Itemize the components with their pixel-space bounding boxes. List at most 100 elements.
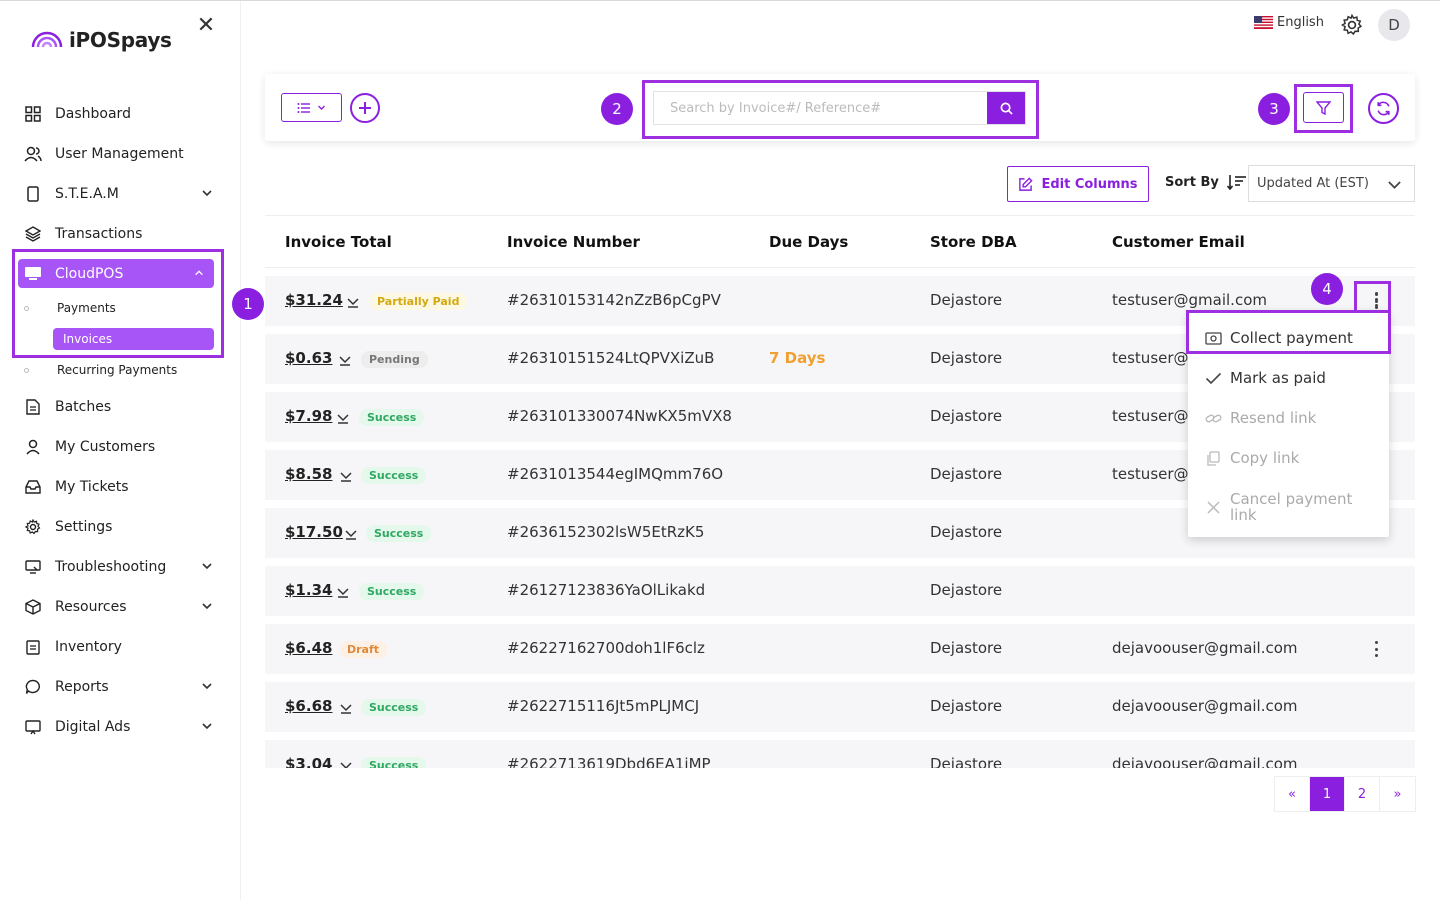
invoice-total-link[interactable]: $1.34 (285, 581, 333, 599)
column-header-invoice-total[interactable]: Invoice Total (285, 233, 392, 251)
sidebar-item-cloudpos[interactable]: CloudPOS (18, 259, 214, 288)
menu-item-collect-payment[interactable]: Collect payment (1188, 327, 1389, 349)
table-row[interactable]: $6.48 Draft #26227162700doh1lF6clz Dejas… (265, 624, 1415, 674)
chevron-down-icon[interactable] (337, 586, 349, 598)
search-input[interactable] (654, 92, 988, 124)
users-icon (24, 145, 42, 163)
chevron-down-icon[interactable] (345, 528, 357, 540)
invoice-total-link[interactable]: $6.48 (285, 639, 333, 657)
logo[interactable]: iPOSpays (31, 28, 172, 52)
sort-select[interactable]: Updated At (EST) (1248, 165, 1415, 202)
row-actions-icon[interactable] (1369, 639, 1383, 659)
column-header-customer-email[interactable]: Customer Email (1112, 233, 1245, 251)
chevron-down-icon (202, 683, 212, 690)
sidebar-item-steam[interactable]: S.T.E.A.M (24, 182, 219, 206)
invoice-total-link[interactable]: $0.63 (285, 349, 333, 367)
status-badge: Partially Paid (369, 293, 468, 310)
invoice-number: #2636152302lsW5EtRzK5 (507, 523, 705, 541)
sidebar-item-label: Inventory (55, 639, 122, 655)
bullet-icon (24, 367, 29, 373)
refresh-button[interactable] (1368, 93, 1399, 124)
chevron-down-icon[interactable] (340, 470, 352, 482)
sidebar-item-my-tickets[interactable]: My Tickets (24, 475, 219, 499)
plus-icon (359, 102, 371, 114)
filter-icon (1316, 100, 1331, 115)
filter-button[interactable] (1303, 92, 1344, 123)
menu-item-label: Copy link (1230, 449, 1300, 467)
store-dba: Dejastore (930, 523, 1003, 541)
language-selector[interactable]: English (1254, 15, 1324, 30)
menu-item-mark-as-paid[interactable]: Mark as paid (1188, 367, 1389, 389)
invoice-total-link[interactable]: $31.24 (285, 291, 343, 309)
sidebar-item-settings[interactable]: Settings (24, 515, 219, 539)
invoice-total-link[interactable]: $3.04 (285, 755, 333, 768)
column-header-store-dba[interactable]: Store DBA (930, 233, 1017, 251)
user-icon (24, 438, 42, 456)
chevron-down-icon[interactable] (340, 760, 352, 768)
pagination-page-1[interactable]: 1 (1310, 777, 1345, 811)
sidebar-subitem-invoices[interactable]: Invoices (53, 328, 214, 350)
table-row[interactable]: $1.34 Success #26127123836YaOlLikakd Dej… (265, 566, 1415, 616)
sidebar-item-digital-ads[interactable]: Digital Ads (24, 715, 219, 739)
sidebar-subitem-payments[interactable]: Payments (24, 298, 116, 318)
customer-email: dejavoouser@gmail.com (1112, 755, 1298, 768)
invoice-number: #26310153142nZzB6pCgPV (507, 291, 721, 309)
chevron-down-icon[interactable] (340, 702, 352, 714)
column-header-due-days[interactable]: Due Days (769, 233, 849, 251)
settings-gear-icon[interactable] (1341, 14, 1363, 36)
pagination-page-2[interactable]: 2 (1345, 777, 1380, 811)
edit-icon (1019, 176, 1034, 191)
annotation-marker-4: 4 (1311, 273, 1343, 305)
sidebar-item-label: Dashboard (55, 106, 131, 122)
chevron-down-icon (202, 723, 212, 730)
column-header-invoice-number[interactable]: Invoice Number (507, 233, 640, 251)
pagination-prev[interactable]: « (1275, 777, 1310, 811)
annotation-marker-2: 2 (601, 93, 633, 125)
chevron-down-icon[interactable] (337, 412, 349, 424)
status-badge: Draft (339, 641, 388, 658)
sidebar-item-reports[interactable]: Reports (24, 675, 219, 699)
table-row[interactable]: $6.68 Success #2622715116Jt5mPLJMCJ Deja… (265, 682, 1415, 732)
logo-text: iPOSpays (69, 28, 172, 52)
sidebar-subitem-recurring-payments[interactable]: Recurring Payments (24, 360, 177, 380)
invoice-total-link[interactable]: $7.98 (285, 407, 333, 425)
table-body: $31.24 Partially Paid #26310153142nZzB6p… (265, 276, 1415, 768)
sidebar-item-resources[interactable]: Resources (24, 595, 219, 619)
sidebar-item-transactions[interactable]: Transactions (24, 222, 219, 246)
search-button[interactable] (987, 92, 1025, 124)
sidebar-item-label: Reports (55, 679, 109, 695)
chevron-up-icon (195, 270, 203, 276)
chevron-down-icon[interactable] (347, 296, 359, 308)
table-row[interactable]: $3.04 Success #2622713619Dbd6EA1iMP Deja… (265, 740, 1415, 768)
sidebar-item-label: My Customers (55, 439, 156, 455)
invoice-total-link[interactable]: $6.68 (285, 697, 333, 715)
sidebar-item-troubleshooting[interactable]: Troubleshooting (24, 555, 219, 579)
sort-by[interactable]: Sort By (1165, 174, 1247, 190)
menu-item-resend-link[interactable]: Resend link (1188, 407, 1389, 429)
box-icon (24, 598, 42, 616)
sidebar-item-label: Transactions (55, 226, 143, 242)
row-actions-icon-highlighted[interactable] (1370, 289, 1384, 309)
chevron-down-icon[interactable] (339, 354, 351, 366)
avatar[interactable]: D (1378, 9, 1410, 41)
chevron-down-icon (202, 190, 212, 197)
check-icon (1204, 369, 1222, 387)
chevron-down-icon (1388, 181, 1401, 189)
edit-columns-button[interactable]: Edit Columns (1007, 166, 1149, 202)
sidebar-item-my-customers[interactable]: My Customers (24, 435, 219, 459)
invoice-number: #2631013544egIMQmm76O (507, 465, 724, 483)
add-invoice-button[interactable] (350, 93, 380, 123)
menu-item-copy-link[interactable]: Copy link (1188, 447, 1389, 469)
invoice-total-link[interactable]: $8.58 (285, 465, 333, 483)
sidebar-item-dashboard[interactable]: Dashboard (24, 102, 219, 126)
menu-item-cancel-payment-link[interactable]: Cancel payment link (1188, 489, 1389, 525)
annotation-marker-3: 3 (1258, 93, 1290, 125)
invoice-total-link[interactable]: $17.50 (285, 523, 343, 541)
sidebar-item-batches[interactable]: Batches (24, 395, 219, 419)
sidebar-item-inventory[interactable]: Inventory (24, 635, 219, 659)
sidebar-item-label: User Management (55, 146, 184, 162)
view-toggle-button[interactable] (281, 93, 342, 122)
pagination-next[interactable]: » (1393, 786, 1402, 802)
close-sidebar-icon[interactable]: ✕ (196, 13, 216, 38)
sidebar-item-user-management[interactable]: User Management (24, 142, 219, 166)
